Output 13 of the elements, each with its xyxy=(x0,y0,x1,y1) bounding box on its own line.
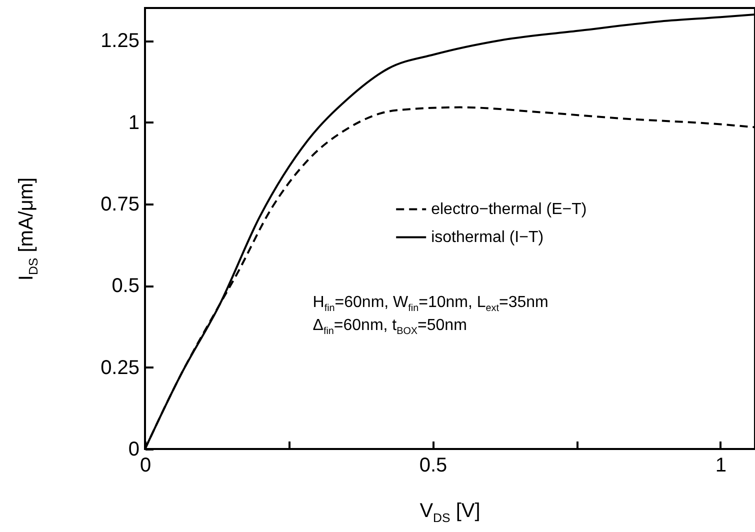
annotation: H$_{fin}$=60nm, W$_{fin}$=10nm, L$_{ext}$=35nm xyxy=(312,294,548,314)
y-tick-label: 0.25 xyxy=(100,356,140,379)
y-tick-label: 1.25 xyxy=(100,30,140,52)
y-tick-label: 0.75 xyxy=(100,194,140,216)
x-tick-label: 1 xyxy=(715,454,727,476)
y-tick-label: 1 xyxy=(128,112,140,134)
x-tick-label: 0.5 xyxy=(419,454,448,476)
y-tick-label: 0.5 xyxy=(112,275,140,298)
legend-label: electro−thermal (E−T) xyxy=(431,201,587,218)
x-axis-title: V$_{DS}$ [V] xyxy=(420,500,480,525)
annotation: Δ$_{fin}$=60nm, t$_{BOX}$=50nm xyxy=(312,316,467,340)
y-tick-label: 0 xyxy=(128,438,140,460)
legend-label: isothermal (I−T) xyxy=(431,229,544,246)
